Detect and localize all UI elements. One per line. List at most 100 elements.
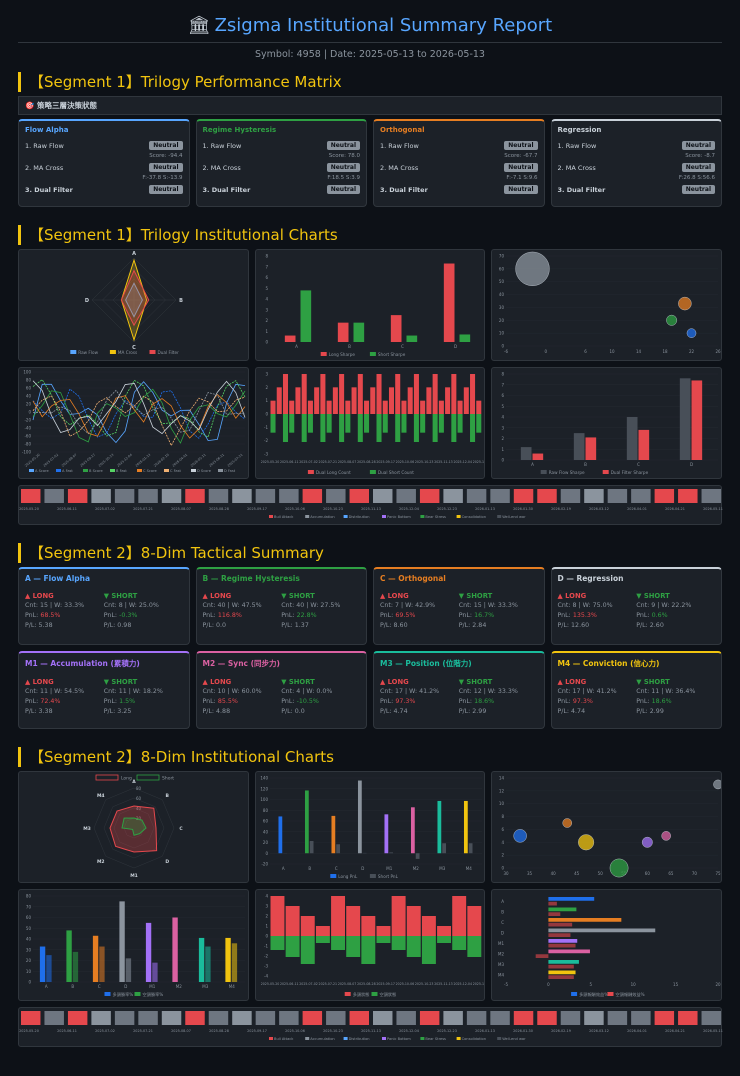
trilogy-card: Flow Alpha 1. Raw Flow Neutral Score: -94.4… xyxy=(18,119,190,207)
bar xyxy=(459,334,470,342)
y-tick-label: 20 xyxy=(26,402,32,407)
status-badge: Neutral xyxy=(681,185,715,194)
bar xyxy=(406,936,421,957)
x-tick-label: 2025-11-13 xyxy=(434,982,453,986)
bar xyxy=(307,414,313,433)
x-tick-label: 2025-08-07 xyxy=(337,982,356,986)
row-label: 3. Dual Filter xyxy=(25,185,73,194)
date-label: 2025-10-06 xyxy=(285,1029,305,1033)
bar xyxy=(390,315,402,342)
dim-columns: ▲ LONG Cnt: 7 | W: 42.9% PnL: 69.5% P/L: 8.… xyxy=(380,591,538,631)
date-label: 2025-08-07 xyxy=(171,1029,191,1033)
legend-swatch xyxy=(382,515,386,518)
x-tick-label: 15 xyxy=(673,982,679,987)
x-tick-label: M4 xyxy=(229,984,235,989)
legend-swatch xyxy=(541,470,548,474)
short-column: ▼ SHORT Cnt: 11 | W: 18.2% PnL: 1.5% P/L: 3… xyxy=(104,677,183,717)
bar xyxy=(119,901,125,982)
x-tick-label: 45 xyxy=(574,871,580,876)
legend-swatch xyxy=(329,874,336,878)
bar xyxy=(300,916,315,936)
x-tick-label: 2025-10-23 xyxy=(98,453,115,468)
trilogy-row: 2. MA Cross Neutral xyxy=(380,162,538,173)
legend-label: D Fast xyxy=(224,469,236,473)
x-tick-label: 30 xyxy=(504,871,510,876)
regime-cell xyxy=(466,489,487,503)
bar xyxy=(278,816,282,854)
bar xyxy=(450,374,457,414)
dim-card-title: A — Flow Alpha xyxy=(25,574,91,583)
regime-cell xyxy=(607,1011,628,1025)
dim-win-panel: 0 10 20 30 40 50 60 70 80 A B C D M1 M2 M3 M4 多頭勝率% 空頭勝率% xyxy=(18,889,249,1001)
radar-chart: A B C D Raw Flow MA Cross Dual Filter xyxy=(70,251,183,355)
line-series xyxy=(32,395,246,447)
segment-title: 【Segment 1】Trilogy Performance Matrix xyxy=(18,72,722,92)
legend-swatch xyxy=(269,515,273,518)
bar xyxy=(548,970,576,975)
count-text: Cnt: 12 | W: 33.3% xyxy=(458,688,518,695)
bar xyxy=(419,414,425,433)
date-label: 2025-11-13 xyxy=(361,1029,381,1033)
dim-win-chart: 0 10 20 30 40 50 60 70 80 A B C D M1 M2 M3 M4 多頭勝率% 空頭勝率% xyxy=(26,894,245,998)
bar xyxy=(357,374,363,414)
legend-label: B Score xyxy=(89,469,103,473)
radar-grid xyxy=(113,807,155,849)
bar xyxy=(548,928,656,933)
bar xyxy=(376,936,391,943)
dual-count-chart-panel: 3 2 1 0 -1 -2 -3 2025-05-20 2025-06-11 2025-07-02… xyxy=(254,367,486,479)
date-label: 2026-03-12 xyxy=(589,507,609,511)
regime-strip: 2025-05-20 2025-06-11 2025-07-02 2025-07-21… xyxy=(19,489,723,519)
y-tick-label: 2 xyxy=(265,385,268,390)
bar xyxy=(421,916,436,936)
bar xyxy=(457,400,463,414)
legend-swatch xyxy=(134,992,141,996)
date-label: 2025-06-11 xyxy=(57,507,77,511)
dim-card: M4 — Conviction (信心力) ▲ LONG Cnt: 17 | W: … xyxy=(550,651,722,729)
count-text: Cnt: 11 | W: 54.5% xyxy=(25,688,85,695)
x-tick-label: 2025-07-02 xyxy=(299,982,318,986)
regime-cell xyxy=(349,1011,369,1025)
y-tick-label: 6 xyxy=(265,275,268,280)
filter-sharpe-chart: 0 1 2 3 4 5 6 7 8 A B C D Raw Flow Sharpe Dual Filter … xyxy=(502,372,719,475)
regime-cell xyxy=(138,1011,158,1025)
regime-cell xyxy=(208,1011,229,1025)
x-tick-label: D xyxy=(124,984,127,989)
x-tick-label: A xyxy=(295,344,298,349)
status-badge: Neutral xyxy=(504,141,538,150)
legend-label: 多頭勝率% xyxy=(113,991,134,998)
y-tick-label: 1 xyxy=(502,447,505,452)
pnl-value: 97.3% xyxy=(572,698,593,705)
count-text: Cnt: 4 | W: 0.0% xyxy=(281,688,333,695)
date-label: 2025-08-28 xyxy=(209,507,229,511)
regime-cell xyxy=(373,1011,393,1025)
x-tick-label: 40 xyxy=(551,871,557,876)
dim-eff-chart: -5 0 5 10 15 20 AB CD M1 M2 M3 M4 多頭報酬效益% 空頭報酬效益% xyxy=(498,897,721,998)
bar xyxy=(451,896,466,936)
bar xyxy=(285,906,300,936)
count-text: Cnt: 9 | W: 22.2% xyxy=(636,602,692,609)
bank-icon: 🏛 xyxy=(187,15,211,36)
x-tick-label: B xyxy=(71,984,74,989)
bar xyxy=(301,414,307,442)
x-tick-label: 2025-12-04 xyxy=(116,453,133,468)
legend-swatch xyxy=(137,469,142,472)
x-tick-label: B xyxy=(584,462,587,467)
side-header: ▲ LONG xyxy=(25,678,54,686)
pnl-value: 68.5% xyxy=(40,612,61,619)
bar xyxy=(331,815,335,854)
radar-series xyxy=(125,282,143,318)
pnl-line: PnL: -0.3% xyxy=(103,612,138,619)
bar xyxy=(548,949,591,954)
y-tick-label: 0 xyxy=(265,934,268,939)
bar xyxy=(369,387,375,414)
side-header: ▲ LONG xyxy=(202,592,232,600)
bar xyxy=(585,437,597,460)
bar xyxy=(231,943,238,982)
bar xyxy=(315,936,330,943)
bar xyxy=(388,387,394,414)
regime-cell xyxy=(584,1011,604,1025)
regime-cell xyxy=(91,489,111,503)
radar-series xyxy=(109,805,158,853)
y-tick-label: 40 xyxy=(263,829,269,834)
legend-swatch xyxy=(307,470,314,474)
